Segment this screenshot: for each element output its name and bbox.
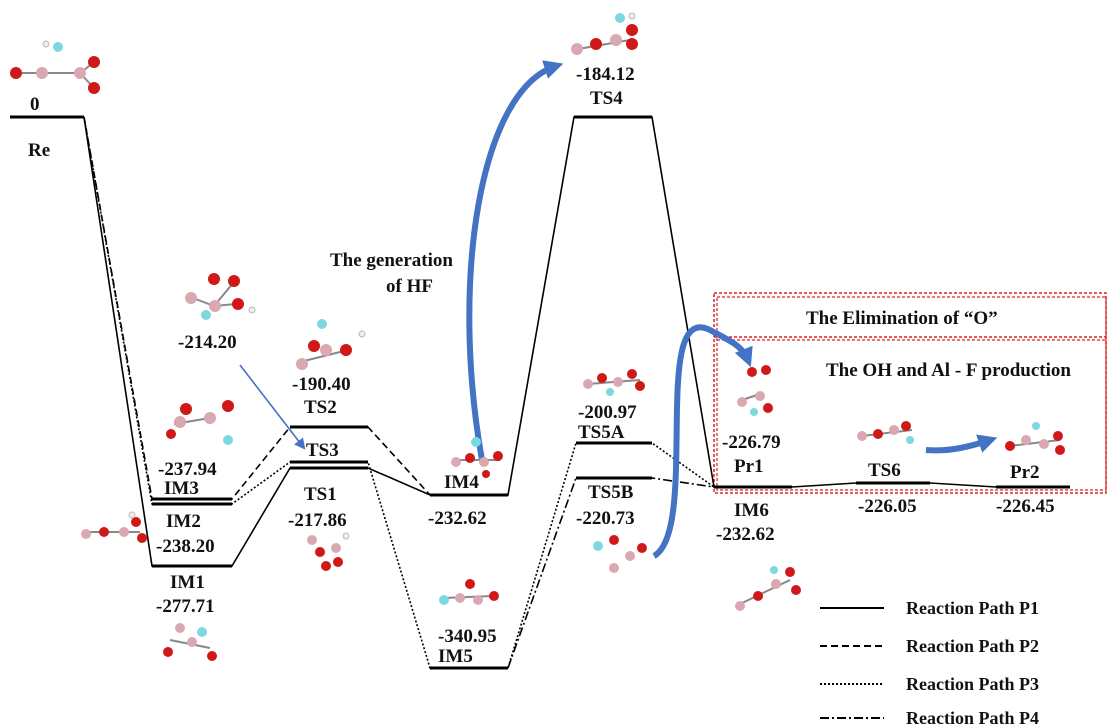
label-pr1-energy: -226.79 [722,432,781,453]
molecule-im2 [81,511,147,543]
ts3-pointer-arrow [239,364,306,450]
label-im4-energy: -232.62 [428,508,487,529]
label-im6: IM6 [734,500,769,521]
label-im2: IM2 [166,511,201,532]
label-ts5b: TS5B [588,482,634,503]
molecule-pr2 [1005,422,1065,455]
label-ts1-energy: -217.86 [288,510,347,531]
elimination-annotation: The Elimination of “O” [806,308,998,329]
label-im6-energy: -232.62 [716,524,775,545]
molecule-ts4 [571,12,638,55]
label-ts1: TS1 [304,484,337,505]
path-p1 [83,116,1070,567]
label-im2-energy: -238.20 [156,536,215,557]
molecule-ts1 [307,532,350,571]
label-re-energy: 0 [30,94,40,115]
label-im4: IM4 [444,472,479,493]
molecule-pr1 [737,365,773,416]
path-p3 [83,116,715,669]
molecule-im1 [163,623,217,661]
label-ts4-energy: -184.12 [576,64,635,85]
path-p2 [83,116,431,500]
energy-levels [10,115,1070,670]
production-annotation: The OH and Al - F production [826,360,1071,381]
molecule-re [10,40,100,94]
label-im5: IM5 [438,646,473,667]
molecule-im4 [451,437,503,478]
label-im1-energy: -277.71 [156,596,215,617]
molecule-ts3 [185,273,256,320]
hf-arrow [466,60,564,461]
ts5b-arrow [652,324,753,559]
molecule-im5 [439,579,499,605]
molecule-ts2 [296,319,366,370]
label-pr2-energy: -226.45 [996,496,1055,517]
ts6-arrow [925,434,998,454]
label-im3-energy: -237.94 [158,459,217,480]
label-im5-energy: -340.95 [438,626,497,647]
molecule-im3 [166,400,234,445]
molecule-ts5a [583,369,645,396]
legend-label-p4: Reaction Path P4 [906,708,1039,728]
legend-label-p3: Reaction Path P3 [906,674,1039,694]
legend: Reaction Path P1 Reaction Path P2 Reacti… [820,598,1039,728]
label-ts3-energy: -214.20 [178,332,237,353]
legend-label-p1: Reaction Path P1 [906,598,1039,618]
label-im3: IM3 [164,478,199,499]
elimination-box-inner [716,296,1107,491]
label-ts2-energy: -190.40 [292,374,351,395]
reaction-paths [83,116,1070,669]
label-ts5a-energy: -200.97 [578,402,637,423]
label-ts5b-energy: -220.73 [576,508,635,529]
legend-label-p2: Reaction Path P2 [906,636,1039,656]
label-im1: IM1 [170,572,205,593]
label-pr2: Pr2 [1010,462,1040,483]
label-ts6: TS6 [868,460,901,481]
state-labels: 0 Re -237.94 IM3 IM2 -238.20 IM1 -277.71… [28,64,1055,667]
label-re: Re [28,140,50,161]
molecule-im6 [735,566,801,611]
label-ts5a: TS5A [578,422,625,443]
path-p4 [507,477,715,669]
label-ts2: TS2 [304,397,337,418]
label-ts6-energy: -226.05 [858,496,917,517]
molecule-ts6 [857,421,914,444]
hf-annotation-line2: of HF [386,276,433,297]
highlight-boxes [713,292,1107,494]
label-ts4: TS4 [590,88,623,109]
label-pr1: Pr1 [734,456,764,477]
annotations: The generation of HF The Elimination of … [330,250,1071,381]
molecule-ts5b [593,535,647,573]
label-ts3: TS3 [306,440,339,461]
hf-annotation-line1: The generation [330,250,453,271]
arrows [239,60,998,559]
